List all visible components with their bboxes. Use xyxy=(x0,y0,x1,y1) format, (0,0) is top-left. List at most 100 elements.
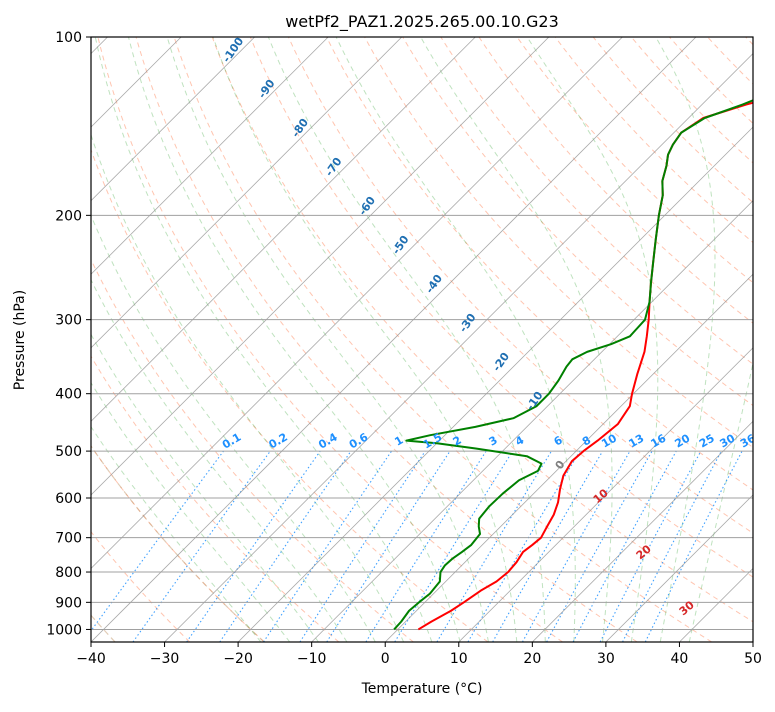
dry-adiabat xyxy=(173,37,713,642)
x-tick-label: 0 xyxy=(381,651,390,667)
dry-adiabats xyxy=(91,37,753,642)
y-tick-label: 700 xyxy=(55,531,82,547)
mixing-ratio-label: 36 xyxy=(738,431,758,450)
moist-adiabat xyxy=(655,37,716,642)
dry-adiabat xyxy=(745,37,753,46)
dry-adiabat xyxy=(249,37,753,578)
dry-adiabat xyxy=(707,37,753,85)
dry-adiabat xyxy=(554,37,753,244)
plot-area: 0.1 0.2 0.4 0.6 1 1.5 2 3 4 6 8 10 13 16 20 25 30 36-100-… xyxy=(91,37,758,674)
plot-frame xyxy=(90,36,754,643)
dry-adiabat xyxy=(91,148,489,642)
dry-adiabat-label: -10 xyxy=(524,389,546,413)
mixing-ratio-label: 13 xyxy=(626,432,646,451)
mixing-ratio-line xyxy=(326,450,451,642)
mixing-ratio-line xyxy=(91,450,224,632)
mixing-ratio-line xyxy=(546,450,653,642)
x-tick-label: −10 xyxy=(297,651,327,667)
isotherm xyxy=(532,420,753,642)
x-tick-label: 10 xyxy=(450,651,468,667)
dry-adiabat xyxy=(91,531,191,642)
dry-adiabat xyxy=(516,37,753,284)
moist-adiabat xyxy=(94,37,433,642)
moist-adiabat xyxy=(212,37,518,642)
mixing-ratio-line xyxy=(572,450,677,642)
moist-adiabat xyxy=(91,381,291,642)
mixing-ratio-line xyxy=(521,450,631,642)
mixing-ratio-label: 0.6 xyxy=(347,430,371,451)
isotherm xyxy=(679,567,753,642)
y-tick-label: 1000 xyxy=(46,622,82,638)
dry-adiabat-label: -20 xyxy=(490,350,512,374)
isotherm xyxy=(752,641,753,642)
isotherm xyxy=(91,37,403,349)
moist-adiabat xyxy=(688,360,753,642)
y-tick-label: 900 xyxy=(55,595,82,611)
moist-adiabat xyxy=(166,37,489,642)
moist-adiabat xyxy=(91,278,348,642)
x-tick-label: 40 xyxy=(671,651,689,667)
dry-adiabat xyxy=(402,37,753,407)
x-axis: −40 −30 −20 −10 0 10 20 30 40 50 xyxy=(76,642,762,667)
mixing-ratio-line xyxy=(263,450,392,642)
y-axis: 1000 900 800 700 600 500 400 300 200 100 xyxy=(46,30,91,638)
temperature-profile xyxy=(417,101,753,631)
isotherm xyxy=(91,37,255,202)
mixing-ratio-label: 1 xyxy=(392,433,405,448)
mixing-ratio-line xyxy=(132,450,271,642)
isotherm xyxy=(458,347,753,642)
isotherm xyxy=(605,494,753,642)
dry-adiabat xyxy=(91,355,340,642)
mixing-ratio-label: 16 xyxy=(648,431,668,450)
moist-adiabat xyxy=(335,37,576,642)
mixing-ratio-line xyxy=(219,450,352,642)
moist-adiabat xyxy=(127,37,461,642)
y-tick-label: 600 xyxy=(55,491,82,507)
x-tick-label: −40 xyxy=(76,651,106,667)
moist-adiabat xyxy=(91,133,405,642)
mixing-ratio-line xyxy=(186,450,321,642)
moist-adiabat xyxy=(91,425,262,642)
dry-adiabat-label: -80 xyxy=(289,116,311,140)
mixing-ratio-label: 20 xyxy=(672,431,692,450)
x-axis-label: Temperature (°C) xyxy=(361,681,483,697)
dewpoint-profile xyxy=(393,99,753,631)
isotherm xyxy=(91,37,329,275)
moist-adiabat-label: 10 xyxy=(591,486,611,506)
isotherm xyxy=(91,37,697,642)
moist-adiabat-label: 40 xyxy=(720,654,740,674)
isotherm xyxy=(311,200,753,642)
dry-adiabat-label: -70 xyxy=(323,155,345,179)
x-tick-label: −20 xyxy=(223,651,253,667)
moist-adiabats xyxy=(91,37,753,642)
chart-title: wetPf2_PAZ1.2025.265.00.10.G23 xyxy=(285,12,559,32)
mixing-ratio-label: 0.1 xyxy=(220,431,243,452)
y-tick-label: 300 xyxy=(55,313,82,329)
isotherm xyxy=(237,126,753,642)
x-tick-label: 30 xyxy=(597,651,615,667)
dry-adiabat xyxy=(97,37,563,642)
moist-adiabat xyxy=(91,333,319,642)
isotherm xyxy=(164,52,753,642)
profile-lines xyxy=(393,99,753,631)
x-tick-label: 20 xyxy=(523,651,541,667)
isotherm xyxy=(91,37,623,570)
y-tick-label: 200 xyxy=(55,208,82,224)
isobar-gridlines xyxy=(91,37,753,630)
dry-adiabat xyxy=(135,37,638,642)
moist-adiabat xyxy=(91,214,376,642)
moist-adiabat-label: 20 xyxy=(634,542,654,562)
dry-adiabat-label: -60 xyxy=(356,194,378,218)
y-tick-label: 400 xyxy=(55,387,82,403)
skewed-isotherms xyxy=(91,37,753,642)
dry-adiabat-cold xyxy=(91,445,265,642)
moist-adiabat xyxy=(526,37,659,642)
mixing-ratio-line xyxy=(644,450,743,642)
dry-adiabat xyxy=(91,445,265,642)
dry-adiabat-label: -40 xyxy=(423,272,445,296)
dry-adiabat-label: 0 xyxy=(553,458,568,472)
mixing-ratio-label: 3 xyxy=(487,433,500,448)
moist-adiabat xyxy=(267,37,546,642)
y-tick-label: 100 xyxy=(55,30,82,46)
